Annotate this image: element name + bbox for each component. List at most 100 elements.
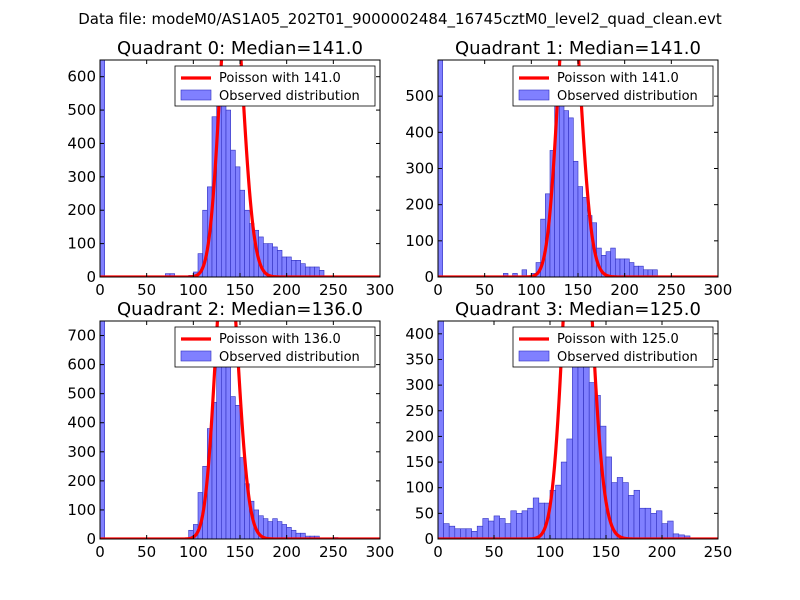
histogram-bar bbox=[230, 396, 236, 539]
histogram-bar bbox=[319, 270, 325, 277]
histogram-bar bbox=[230, 149, 236, 277]
y-tick-label: 0 bbox=[86, 530, 96, 548]
legend-line-label: Poisson with 141.0 bbox=[219, 71, 341, 86]
histogram-bar bbox=[661, 523, 668, 539]
histogram-bar bbox=[300, 263, 306, 277]
y-tick-label: 200 bbox=[67, 201, 96, 219]
histogram-bar bbox=[286, 527, 292, 539]
y-tick-label: 50 bbox=[415, 504, 434, 522]
panel-title: Quadrant 1: Median=141.0 bbox=[455, 38, 701, 59]
panel-quadrant-2: Quadrant 2: Median=136.0 0 50 100 150 200 250… bbox=[67, 299, 395, 561]
histogram-bar bbox=[239, 189, 245, 277]
poisson-curve bbox=[100, 321, 380, 539]
y-tick-label: 300 bbox=[67, 443, 96, 461]
legend-bar-label: Observed distribution bbox=[219, 350, 360, 365]
histogram-bar bbox=[516, 513, 523, 539]
y-tick-label: 0 bbox=[424, 530, 434, 548]
histogram-bar bbox=[100, 321, 105, 539]
x-tick-label: 150 bbox=[592, 543, 621, 561]
x-tick-label: 100 bbox=[179, 543, 208, 561]
y-tick-label: 400 bbox=[67, 134, 96, 152]
histogram-bar bbox=[272, 246, 278, 277]
histogram-bar bbox=[521, 510, 528, 539]
histogram-bar bbox=[573, 160, 579, 277]
histogram-bar bbox=[619, 258, 625, 277]
y-tick-label: 300 bbox=[405, 376, 434, 394]
legend-bar-swatch bbox=[180, 350, 212, 362]
histogram-bar bbox=[235, 166, 241, 277]
y-tick-label: 600 bbox=[67, 356, 96, 374]
y-tick-label: 300 bbox=[67, 168, 96, 186]
histogram-bar bbox=[577, 186, 583, 277]
histogram-bar bbox=[438, 321, 444, 539]
histogram-bar bbox=[216, 343, 222, 539]
x-tick-label: 0 bbox=[95, 543, 105, 561]
histogram-bar bbox=[656, 510, 663, 539]
histogram-bar bbox=[281, 256, 287, 277]
x-tick-label: 50 bbox=[137, 543, 156, 561]
y-tick-label: 700 bbox=[67, 327, 96, 345]
y-tick-label: 500 bbox=[67, 385, 96, 403]
histogram-bar bbox=[560, 461, 568, 539]
y-tick-label: 500 bbox=[67, 101, 96, 119]
y-tick-label: 0 bbox=[86, 268, 96, 286]
panel-quadrant-0: Quadrant 0: Median=141.0 0 50 100 150 200 250… bbox=[67, 38, 394, 299]
histogram-bar bbox=[568, 117, 574, 277]
histogram-bar bbox=[610, 247, 616, 277]
histogram-bar bbox=[605, 251, 611, 277]
histogram-bar bbox=[476, 525, 484, 539]
axes-frame bbox=[437, 320, 719, 540]
figure-suptitle: Data file: modeM0/AS1A05_202T01_90000024… bbox=[78, 10, 722, 29]
histogram-bar bbox=[295, 260, 301, 277]
y-tick-label: 400 bbox=[67, 414, 96, 432]
histogram-bar bbox=[277, 521, 283, 539]
x-tick-label: 300 bbox=[704, 281, 733, 299]
y-tick-label: 250 bbox=[405, 402, 434, 420]
x-tick-label: 250 bbox=[319, 543, 348, 561]
legend-bar-swatch bbox=[518, 350, 550, 362]
x-tick-label: 250 bbox=[319, 281, 348, 299]
histogram-bar bbox=[667, 520, 674, 539]
histogram-bar bbox=[221, 338, 227, 539]
x-tick-label: 300 bbox=[366, 543, 395, 561]
y-tick-label: 100 bbox=[67, 501, 96, 519]
histogram-bar bbox=[244, 209, 250, 277]
histogram-bar bbox=[277, 249, 283, 277]
histogram-bar bbox=[622, 482, 629, 539]
histogram-bar bbox=[563, 110, 569, 277]
legend-bar-label: Observed distribution bbox=[557, 89, 698, 104]
histogram-bar bbox=[493, 515, 500, 539]
histogram-bar bbox=[488, 520, 495, 539]
histogram-bar bbox=[225, 361, 231, 539]
histogram-bar bbox=[267, 243, 273, 277]
histogram-bar bbox=[639, 507, 646, 539]
legend-bar-swatch bbox=[518, 89, 550, 101]
histogram-bar bbox=[527, 507, 534, 539]
legend-bar-swatch bbox=[180, 89, 212, 101]
histogram-bar bbox=[499, 518, 506, 539]
histogram-bar bbox=[638, 265, 644, 277]
legend-line-label: Poisson with 141.0 bbox=[557, 71, 679, 86]
histogram-bar bbox=[225, 109, 231, 277]
histogram-bar bbox=[235, 404, 241, 539]
histogram-bar bbox=[566, 438, 573, 539]
legend-bar-label: Observed distribution bbox=[557, 350, 698, 365]
y-tick-label: 400 bbox=[405, 325, 434, 343]
histogram-bar bbox=[100, 60, 105, 277]
histogram-bar bbox=[482, 518, 489, 539]
x-tick-label: 150 bbox=[226, 543, 255, 561]
histogram-bar bbox=[272, 518, 278, 539]
histogram-bar bbox=[443, 523, 450, 539]
histogram-bar bbox=[629, 262, 635, 277]
histogram-bar bbox=[633, 265, 639, 277]
histogram-bar bbox=[448, 525, 456, 539]
histogram-bar bbox=[616, 477, 624, 539]
y-tick-label: 500 bbox=[405, 87, 434, 105]
histogram-bar bbox=[582, 197, 588, 277]
histogram-bar bbox=[615, 258, 621, 277]
histogram-bar bbox=[624, 258, 630, 277]
histogram-bar bbox=[291, 260, 297, 277]
x-tick-label: 0 bbox=[433, 543, 443, 561]
histogram-bar bbox=[510, 510, 517, 539]
